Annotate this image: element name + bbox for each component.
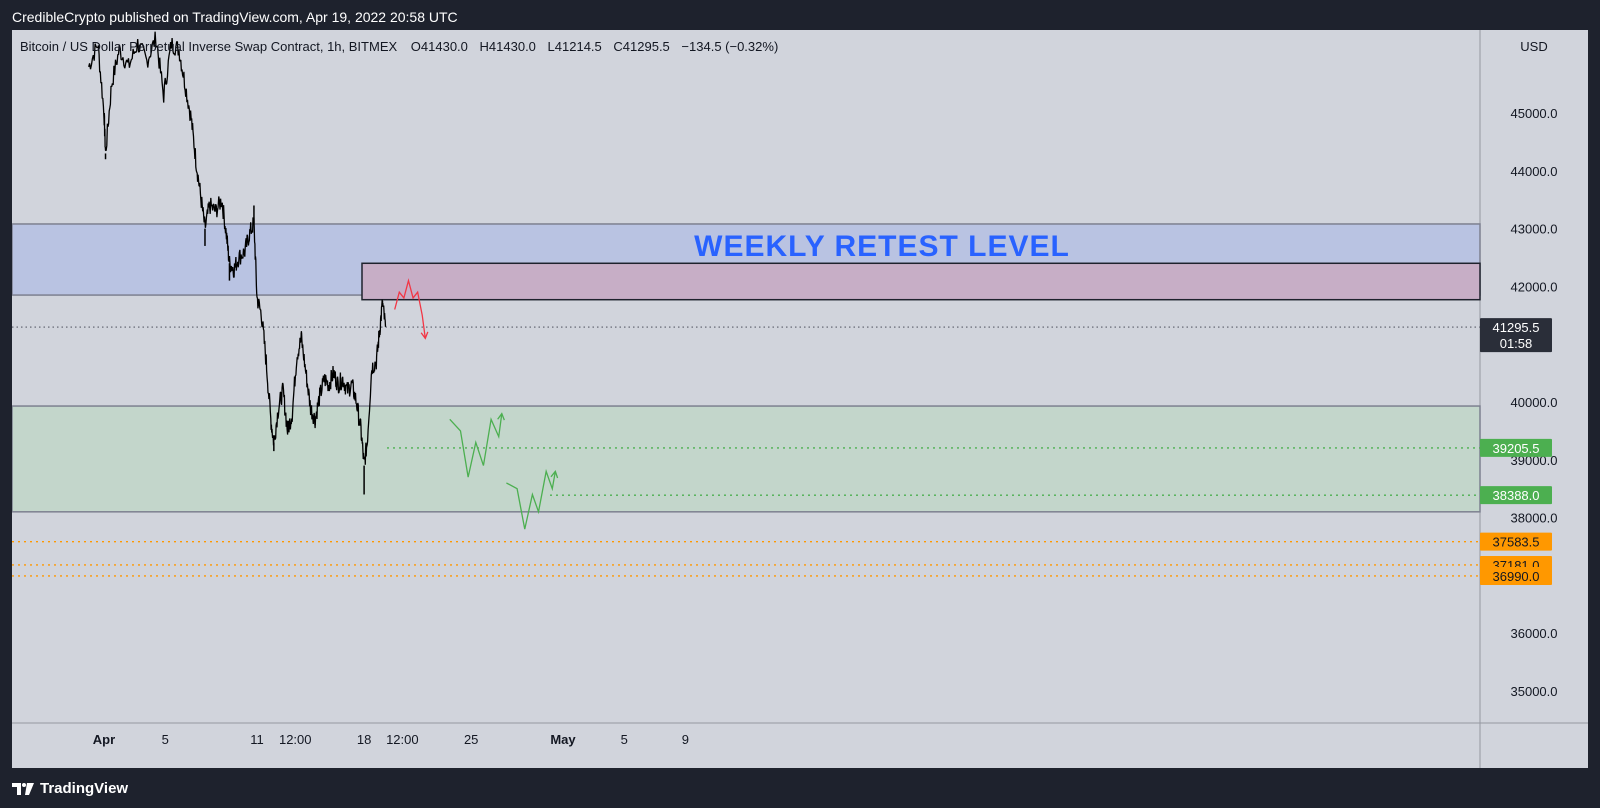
x-tick-label: 5: [621, 732, 628, 747]
projection-green-2-arrowhead: [550, 470, 559, 479]
y-tick-label: 36000.0: [1511, 626, 1558, 641]
ohlc-open: O41430.0: [411, 39, 468, 54]
symbol-legend[interactable]: Bitcoin / US Dollar Perpetual Inverse Sw…: [20, 39, 778, 54]
price-label-text: 38388.0: [1493, 488, 1540, 503]
currency-label[interactable]: USD: [1520, 39, 1547, 54]
y-tick-label: 38000.0: [1511, 511, 1558, 526]
countdown-text: 01:58: [1500, 336, 1533, 351]
time-axis-panel[interactable]: [12, 723, 1480, 768]
chart-frame[interactable]: WEEKLY RETEST LEVEL Bitcoin / US Dollar …: [11, 30, 1588, 768]
x-tick-label: 12:00: [386, 732, 419, 747]
price-labels: 41295.501:5839205.538388.037583.537181.0…: [1480, 318, 1552, 585]
tradingview-logo-icon: [12, 782, 34, 795]
y-tick-label: 40000.0: [1511, 395, 1558, 410]
published-caption: CredibleCrypto published on TradingView.…: [12, 9, 458, 25]
price-label-36990.0[interactable]: 36990.0: [1480, 566, 1552, 585]
price-axis-panel[interactable]: [1480, 30, 1588, 768]
y-tick-label: 42000.0: [1511, 279, 1558, 294]
brand-name: TradingView: [40, 780, 129, 797]
price-label-39205.5[interactable]: 39205.5: [1480, 438, 1552, 457]
projection-red[interactable]: [394, 278, 426, 339]
price-label-text: 36990.0: [1493, 569, 1540, 584]
projection-red-arrowhead: [420, 331, 429, 340]
projections-layer: [394, 278, 559, 530]
price-label-text: 37583.5: [1493, 535, 1540, 550]
price-label-text: 41295.5: [1493, 320, 1540, 335]
price-label-38388.0[interactable]: 38388.0: [1480, 486, 1552, 505]
ohlc-low: L41214.5: [548, 39, 602, 54]
projection-green-1-arrowhead: [497, 412, 505, 421]
plot-area: [12, 30, 1480, 723]
x-tick-label: Apr: [93, 732, 115, 747]
weekly-retest-title: WEEKLY RETEST LEVEL: [694, 230, 1070, 263]
price-label-bg: [1480, 318, 1552, 353]
zone-support[interactable]: [11, 405, 1481, 513]
bottom-bar: TradingView: [0, 768, 1600, 808]
ohlc-change: −134.5 (−0.32%): [681, 39, 778, 54]
price-series[interactable]: [88, 31, 387, 465]
price-label-bg: [1480, 532, 1552, 551]
x-tick-label: 5: [162, 732, 169, 747]
x-tick-label: 18: [357, 732, 371, 747]
y-tick-label: 43000.0: [1511, 222, 1558, 237]
zone-retest-box[interactable]: [361, 262, 1481, 301]
y-tick-label: 35000.0: [1511, 684, 1558, 699]
svg-text:Bitcoin / US Dollar Perpetual: Bitcoin / US Dollar Perpetual Inverse Sw…: [20, 39, 778, 54]
ohlc-close: C41295.5: [613, 39, 669, 54]
x-tick-label: 11: [250, 732, 264, 747]
symbol-name: Bitcoin / US Dollar Perpetual Inverse Sw…: [20, 39, 397, 54]
price-label-text: 39205.5: [1493, 441, 1540, 456]
price-label-bg: [1480, 566, 1552, 585]
price-label-bg: [1480, 438, 1552, 457]
ohlc-high: H41430.0: [480, 39, 536, 54]
price-layer: [88, 31, 387, 495]
price-label-41295.5[interactable]: 41295.501:58: [1480, 318, 1552, 353]
top-bar: CredibleCrypto published on TradingView.…: [0, 0, 1600, 30]
price-label-bg: [1480, 486, 1552, 505]
x-tick-label: 25: [464, 732, 478, 747]
x-tick-label: 9: [682, 732, 689, 747]
tradingview-brand[interactable]: TradingView: [12, 780, 128, 797]
price-chart[interactable]: WEEKLY RETEST LEVEL Bitcoin / US Dollar …: [11, 30, 1588, 768]
price-label-37583.5[interactable]: 37583.5: [1480, 532, 1552, 551]
levels-layer: [12, 326, 1480, 577]
y-tick-label: 44000.0: [1511, 164, 1558, 179]
y-tick-label: 45000.0: [1511, 106, 1558, 121]
x-tick-label: 12:00: [279, 732, 312, 747]
projection-green-2[interactable]: [506, 468, 556, 530]
zones-layer: [11, 223, 1481, 513]
x-axis-ticks: Apr 5 11 12:00 18 12:00 25 May 5 9: [93, 732, 689, 747]
projection-green-1[interactable]: [449, 413, 503, 478]
x-tick-label: May: [550, 732, 576, 747]
